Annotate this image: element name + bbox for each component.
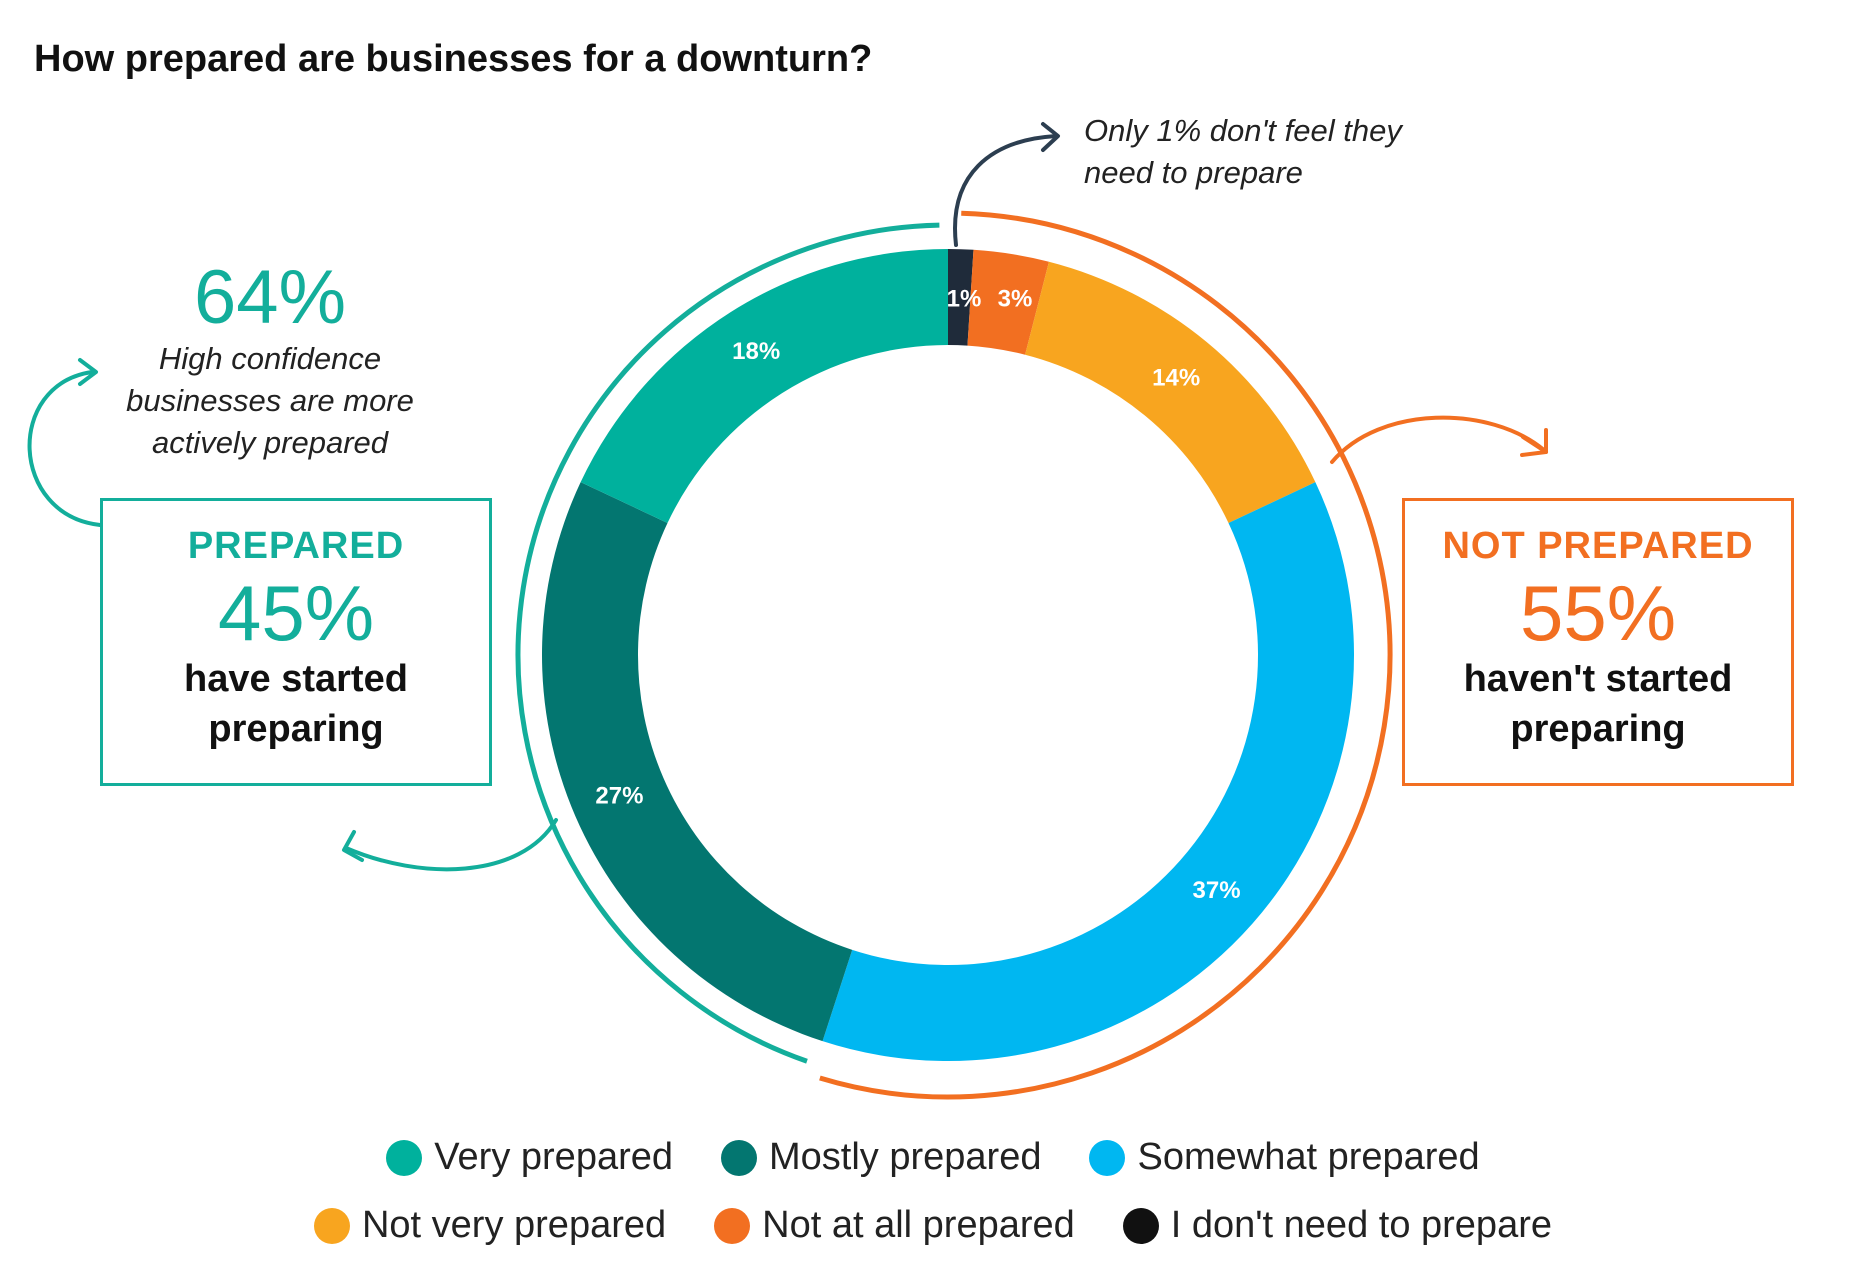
donut-slice-somewhat-prepared	[822, 482, 1354, 1061]
legend-label: Somewhat prepared	[1137, 1136, 1480, 1178]
not-prepared-desc-line2: preparing	[1510, 708, 1686, 750]
high-confidence-value: 64%	[193, 255, 347, 340]
left-annotation-line1: High confidence	[158, 341, 382, 376]
legend-label: Very prepared	[434, 1136, 674, 1178]
legend-swatch	[1089, 1139, 1126, 1176]
not-prepared-heading: NOT PREPARED	[1442, 525, 1754, 567]
legend-swatch	[313, 1207, 350, 1244]
legend-label: Mostly prepared	[769, 1136, 1042, 1178]
legend-row-1: Very prepared Mostly prepared Somewhat p…	[0, 1136, 1866, 1179]
top-arrow-curve	[953, 134, 1058, 247]
slice-label: 37%	[1193, 877, 1241, 904]
slice-label: 14%	[1152, 365, 1200, 392]
top-arrow-head	[1041, 122, 1060, 152]
top-annotation-line1: Only 1% don't feel they	[1084, 113, 1402, 148]
prepared-bracket-arc	[515, 222, 940, 1064]
left-annotation-line2: businesses are more	[126, 383, 414, 418]
legend-item-not-at-all-prepared: Not at all prepared	[714, 1204, 1075, 1247]
legend-item-dont-need-to-prepare: I don't need to prepare	[1122, 1204, 1552, 1247]
legend-item-not-very-prepared: Not very prepared	[313, 1204, 667, 1247]
legend-swatch	[1122, 1207, 1159, 1244]
left-annotation-line3: actively prepared	[151, 425, 389, 460]
legend-item-somewhat-prepared: Somewhat prepared	[1089, 1136, 1480, 1179]
loop-arrow-head	[78, 358, 98, 386]
left-arrow-curve	[344, 818, 558, 872]
slice-label: 3%	[998, 285, 1033, 312]
legend-label: I don't need to prepare	[1170, 1204, 1552, 1246]
legend-swatch	[721, 1139, 758, 1176]
not-prepared-box: NOT PREPARED 55% haven't started prepari…	[1402, 498, 1794, 786]
prepared-desc-line1: have started	[184, 658, 408, 700]
right-arrow-curve	[1330, 415, 1546, 464]
not-prepared-bracket-arc	[819, 210, 1393, 1100]
chart-title: How prepared are businesses for a downtu…	[34, 38, 873, 80]
loop-arrow-curve	[27, 370, 102, 527]
donut-slice-very-prepared	[580, 249, 948, 524]
legend-swatch	[386, 1139, 423, 1176]
slice-label: 27%	[595, 783, 643, 810]
top-annotation-line2: need to prepare	[1084, 155, 1303, 190]
slice-label: 1%	[947, 285, 982, 312]
prepared-heading: PREPARED	[187, 525, 405, 567]
donut-slice-not-at-all-prepared	[967, 249, 1049, 355]
legend-label: Not very prepared	[361, 1204, 667, 1246]
not-prepared-value: 55%	[1519, 569, 1677, 657]
legend-swatch	[714, 1207, 751, 1244]
legend-item-very-prepared: Very prepared	[386, 1136, 673, 1179]
prepared-desc-line2: preparing	[208, 708, 384, 750]
donut-slice-i-don-t-need-to-prepare	[948, 249, 974, 346]
prepared-box: PREPARED 45% have started preparing	[100, 498, 492, 786]
legend-label: Not at all prepared	[762, 1204, 1075, 1246]
left-annotation: High confidence businesses are more acti…	[100, 338, 440, 464]
prepared-value: 45%	[217, 569, 375, 657]
top-annotation: Only 1% don't feel they need to prepare	[1084, 110, 1402, 194]
legend-item-mostly-prepared: Mostly prepared	[721, 1136, 1041, 1179]
donut-slice-mostly-prepared	[542, 482, 853, 1042]
not-prepared-desc-line1: haven't started	[1463, 658, 1733, 700]
left-arrow-head	[342, 830, 364, 862]
slice-label: 18%	[732, 338, 780, 365]
legend-row-2: Not very prepared Not at all prepared I …	[0, 1204, 1866, 1247]
donut-slice-not-very-prepared	[1025, 261, 1316, 524]
right-arrow-head	[1520, 435, 1548, 457]
